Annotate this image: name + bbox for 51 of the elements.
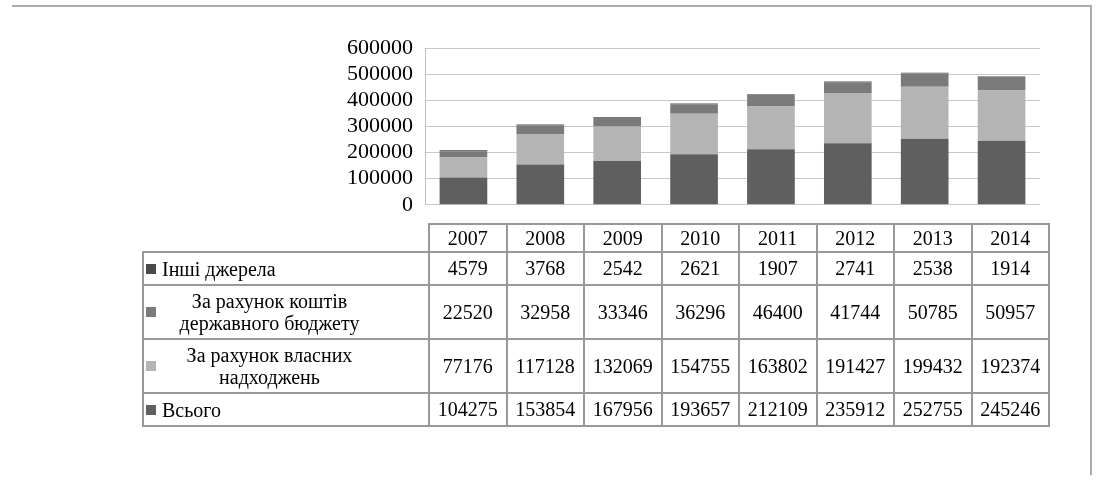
data-label: 167956 [584,393,662,426]
legend-label: Всього [162,398,223,421]
data-label: 32958 [506,285,584,339]
data-label: 1907 [739,252,817,285]
data-label: 2542 [584,252,662,285]
x-tick-label: 2012 [816,224,894,252]
y-tick-label: 300000 [347,112,413,138]
data-label: 163802 [739,339,817,393]
legend-label: Інші джерела [162,257,277,280]
x-tick-label: 2009 [584,224,662,252]
data-label: 252755 [894,393,972,426]
data-label: 153854 [506,393,584,426]
data-label: 199432 [894,339,972,393]
data-label: 36296 [661,285,739,339]
data-label: 33346 [584,285,662,339]
y-tick-label: 500000 [347,59,413,85]
x-tick-label: 2011 [739,224,817,252]
data-label: 2621 [661,252,739,285]
y-tick-label: 200000 [347,138,413,164]
data-label: 50957 [971,285,1049,339]
data-label: 193657 [661,393,739,426]
data-label: 132069 [584,339,662,393]
y-tick-label: 100000 [347,164,413,190]
data-label: 2741 [816,252,894,285]
x-tick-label: 2007 [429,224,507,252]
data-label: 192374 [971,339,1049,393]
data-label: 22520 [429,285,507,339]
data-label: 117128 [506,339,584,393]
data-label: 1914 [971,252,1049,285]
data-label: 191427 [816,339,894,393]
data-label: 50785 [894,285,972,339]
legend-label: За рахунок власних надходжень [185,344,354,388]
data-label: 41744 [816,285,894,339]
data-label: 2538 [894,252,972,285]
x-tick-label: 2014 [971,224,1049,252]
data-label: 77176 [429,339,507,393]
data-label: 3768 [506,252,584,285]
x-tick-label: 2013 [894,224,972,252]
data-label: 235912 [816,393,894,426]
y-tick-label: 400000 [347,86,413,112]
data-label: 104275 [429,393,507,426]
y-tick-label: 0 [402,190,413,216]
data-label: 154755 [661,339,739,393]
x-tick-label: 2008 [506,224,584,252]
data-label: 245246 [971,393,1049,426]
y-tick-label: 600000 [347,33,413,59]
data-label: 212109 [739,393,817,426]
x-tick-label: 2010 [661,224,739,252]
legend-label: За рахунок коштів державного бюджету [178,290,361,334]
data-label: 4579 [429,252,507,285]
data-label: 46400 [739,285,817,339]
